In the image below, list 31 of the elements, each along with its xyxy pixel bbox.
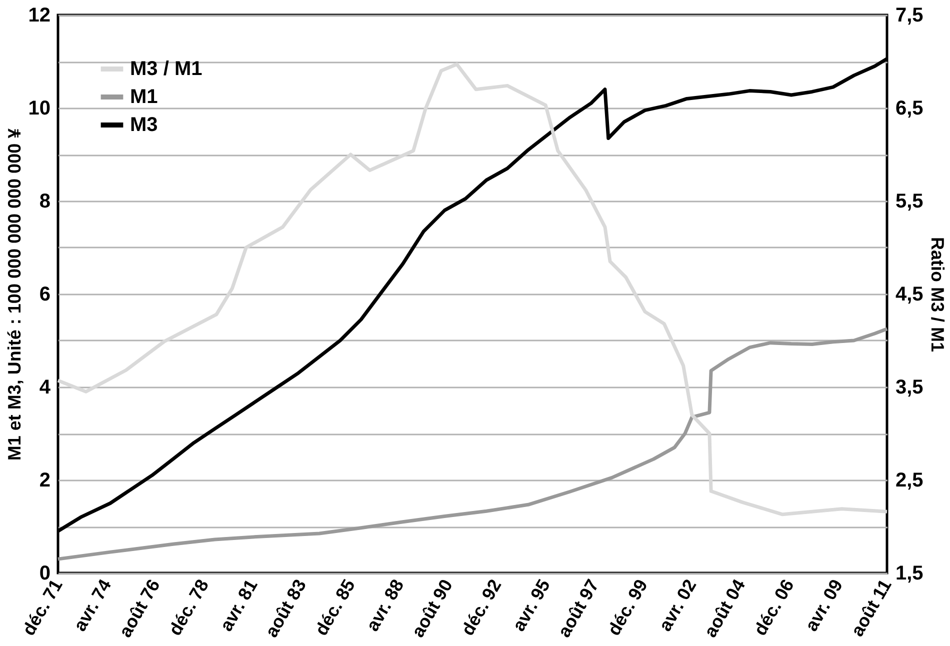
- x-tick-label: déc. 99: [604, 576, 652, 639]
- x-tick-label: avr. 81: [216, 576, 262, 635]
- y2-axis-title: Ratio M3 / M1: [927, 236, 948, 352]
- y2-tick-label: 7,5: [896, 4, 924, 26]
- y2-tick-label: 4,5: [896, 284, 924, 306]
- x-tick-label: avr. 88: [362, 576, 408, 635]
- legend-label: M3: [130, 114, 158, 136]
- legend-label: M3 / M1: [130, 58, 202, 80]
- x-tick-label: déc. 92: [457, 576, 506, 639]
- y-tick-label: 12: [28, 4, 50, 26]
- x-tick-label: avr. 02: [654, 576, 700, 635]
- y-tick-label: 2: [39, 470, 50, 492]
- x-tick-label: avr. 95: [508, 576, 554, 635]
- y-tick-label: 6: [39, 284, 50, 306]
- y2-tick-label: 6,5: [896, 98, 924, 120]
- y2-tick-label: 2,5: [896, 470, 924, 492]
- x-tick-label: déc. 78: [164, 576, 213, 639]
- y2-tick-label: 1,5: [896, 562, 924, 584]
- y-tick-label: 4: [39, 376, 52, 398]
- legend-label: M1: [130, 86, 158, 108]
- y-tick-label: 10: [28, 98, 50, 120]
- line-series: [56, 327, 889, 561]
- x-tick-label: déc. 85: [311, 576, 359, 639]
- y2-tick-label: 3,5: [896, 376, 924, 398]
- y-axis-title: M1 et M3, Unité : 100 000 000 000 000 ¥: [4, 128, 24, 461]
- y-tick-label: 0: [39, 562, 50, 584]
- y-tick-label: 8: [39, 190, 50, 212]
- x-tick-label: déc. 06: [750, 576, 798, 639]
- x-tick-label: avr. 74: [70, 576, 116, 635]
- x-tick-label: avr. 09: [801, 576, 847, 635]
- y2-tick-label: 5,5: [896, 190, 924, 212]
